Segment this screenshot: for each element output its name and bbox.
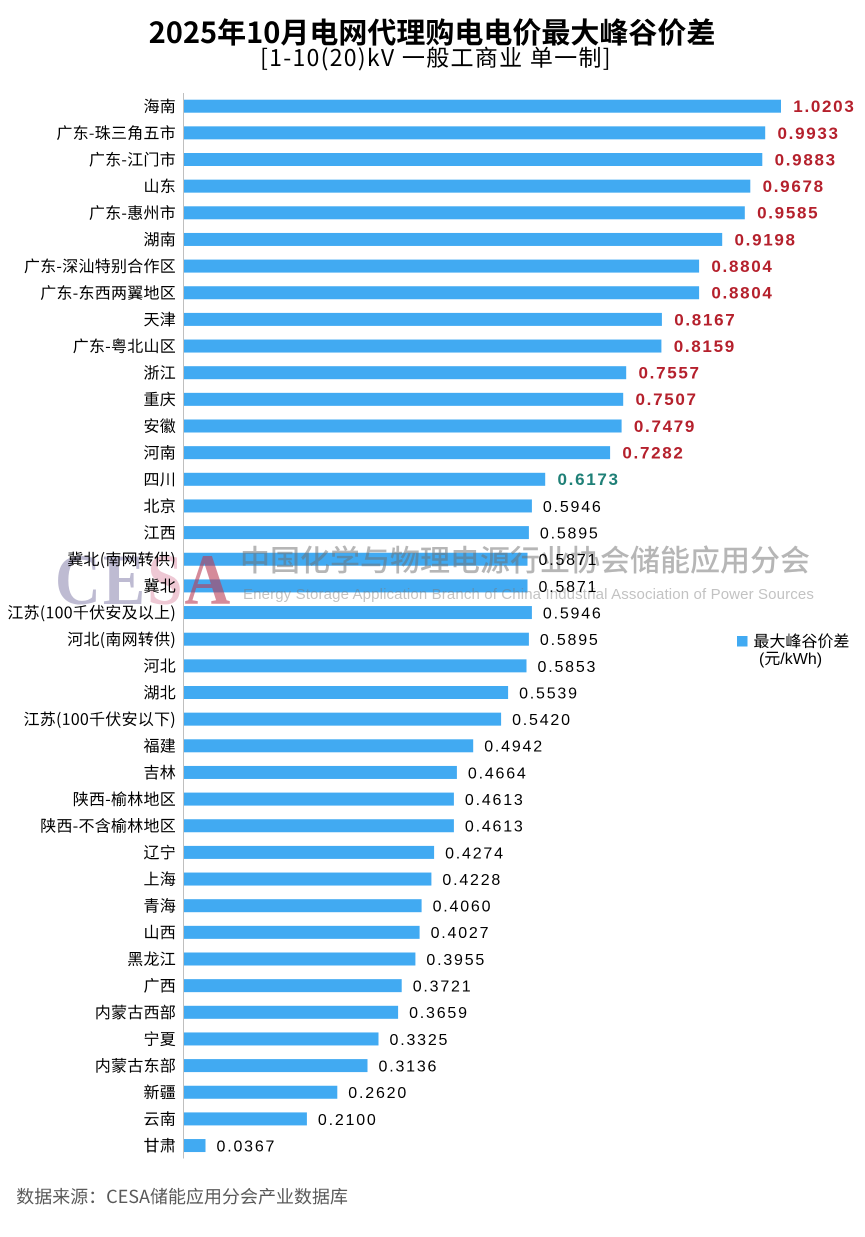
svg-text:0.7507: 0.7507 bbox=[636, 390, 698, 409]
svg-text:0.8159: 0.8159 bbox=[674, 337, 736, 356]
svg-text:0.5946: 0.5946 bbox=[543, 605, 603, 622]
svg-text:Energy Storage Application Bra: Energy Storage Application Branch of Chi… bbox=[243, 586, 814, 603]
svg-text:0.2100: 0.2100 bbox=[318, 1112, 378, 1129]
svg-text:0.7282: 0.7282 bbox=[622, 444, 684, 463]
svg-text:0.3325: 0.3325 bbox=[390, 1032, 450, 1049]
svg-text:0.2620: 0.2620 bbox=[348, 1085, 408, 1102]
svg-text:0.4942: 0.4942 bbox=[484, 739, 544, 756]
svg-text:/kWh): /kWh) bbox=[780, 651, 822, 668]
svg-text:0.5871: 0.5871 bbox=[539, 552, 599, 569]
svg-text:0.3659: 0.3659 bbox=[409, 1005, 469, 1022]
svg-text:0.5895: 0.5895 bbox=[540, 526, 600, 543]
svg-text:0.9198: 0.9198 bbox=[735, 230, 797, 249]
svg-text:0.5895: 0.5895 bbox=[540, 632, 600, 649]
svg-text:0.9585: 0.9585 bbox=[757, 204, 819, 223]
svg-text:0.4274: 0.4274 bbox=[445, 845, 505, 862]
svg-text:0.4027: 0.4027 bbox=[431, 925, 491, 942]
svg-text:0.4664: 0.4664 bbox=[468, 765, 528, 782]
svg-text:0.6173: 0.6173 bbox=[558, 470, 620, 489]
svg-text:0.7479: 0.7479 bbox=[634, 417, 696, 436]
svg-text:(: ( bbox=[759, 651, 765, 668]
svg-text:0.8804: 0.8804 bbox=[711, 257, 773, 276]
svg-text:0.8804: 0.8804 bbox=[711, 284, 773, 303]
svg-text:0.4613: 0.4613 bbox=[465, 792, 525, 809]
svg-text:1.0203: 1.0203 bbox=[793, 97, 855, 116]
svg-text:0.9678: 0.9678 bbox=[763, 177, 825, 196]
svg-text:0.5539: 0.5539 bbox=[519, 685, 579, 702]
svg-text:0.8167: 0.8167 bbox=[674, 310, 736, 329]
svg-text:0.5946: 0.5946 bbox=[543, 499, 603, 516]
svg-text:0.4613: 0.4613 bbox=[465, 819, 525, 836]
svg-text:0.9883: 0.9883 bbox=[775, 150, 837, 169]
svg-text:0.5420: 0.5420 bbox=[512, 712, 572, 729]
svg-text:0.3136: 0.3136 bbox=[379, 1059, 439, 1076]
svg-text:0.9933: 0.9933 bbox=[778, 124, 840, 143]
svg-text:0.7557: 0.7557 bbox=[639, 364, 701, 383]
svg-text:0.5853: 0.5853 bbox=[538, 659, 598, 676]
svg-text:0.3955: 0.3955 bbox=[426, 952, 486, 969]
svg-text:0.4228: 0.4228 bbox=[442, 872, 502, 889]
svg-text:0.4060: 0.4060 bbox=[433, 899, 493, 916]
svg-text:0.5871: 0.5871 bbox=[539, 579, 599, 596]
svg-text:0.3721: 0.3721 bbox=[413, 979, 473, 996]
svg-text:0.0367: 0.0367 bbox=[217, 1139, 277, 1156]
svg-text:CESA: CESA bbox=[55, 540, 232, 620]
